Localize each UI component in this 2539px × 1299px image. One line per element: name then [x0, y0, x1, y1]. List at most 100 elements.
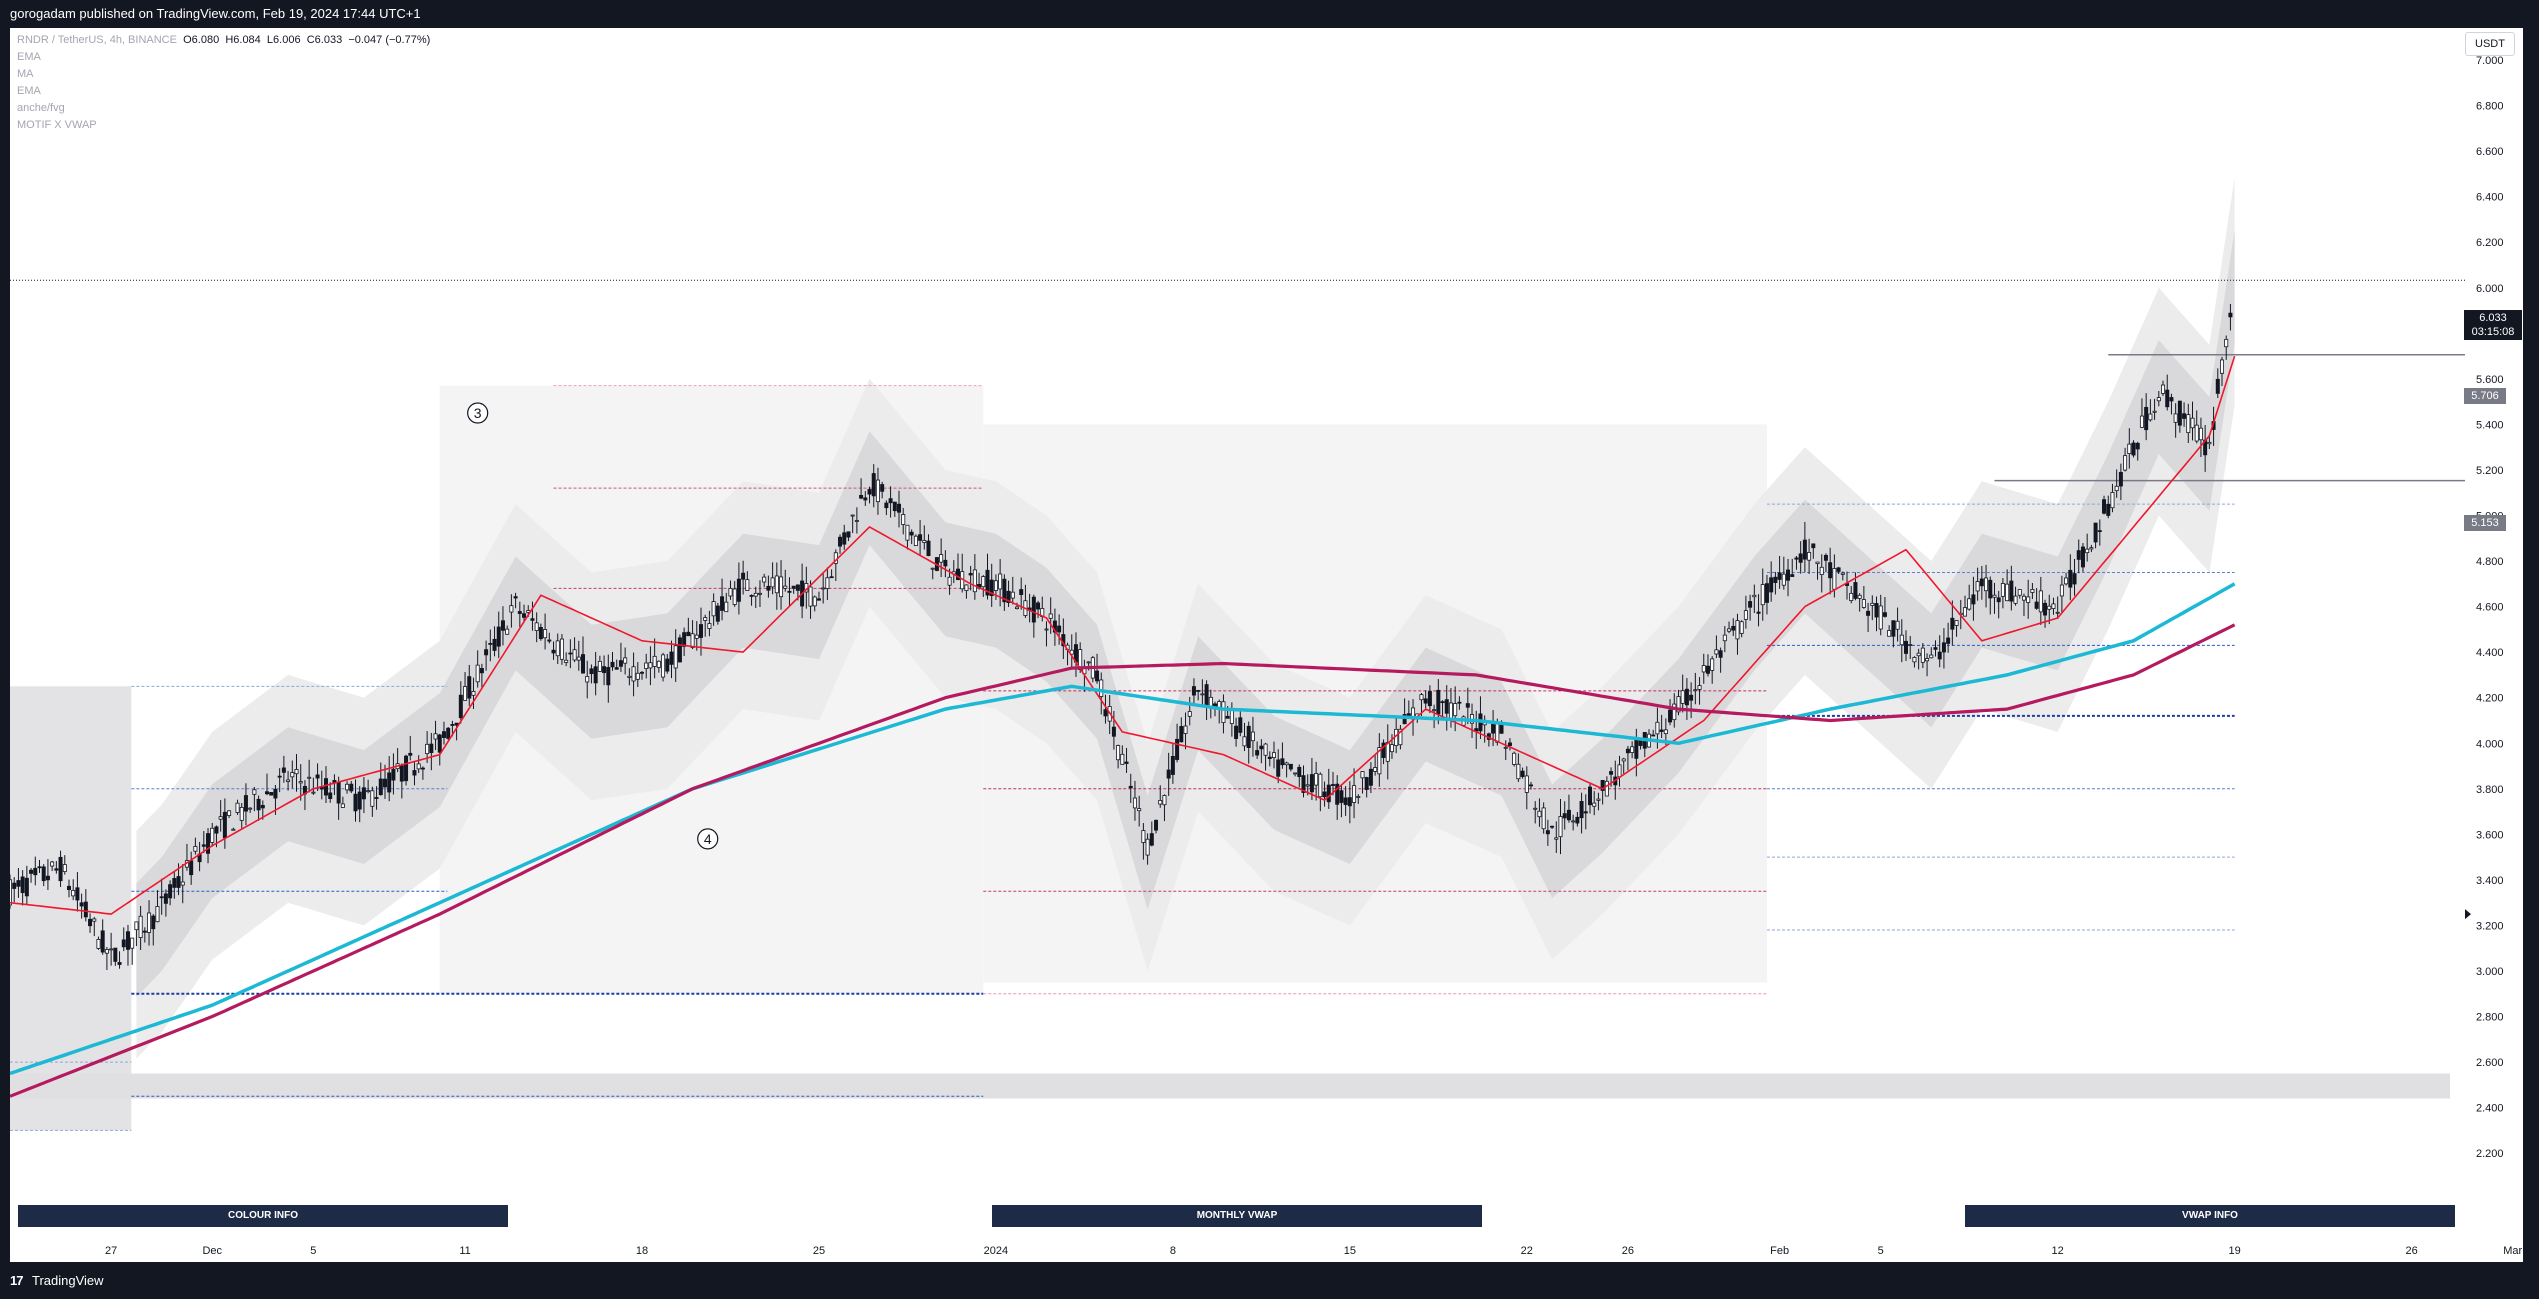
candle-body — [631, 666, 636, 682]
candle-body — [1246, 725, 1251, 748]
candle-body — [812, 596, 817, 607]
vwap-levels — [10, 279, 2465, 1131]
candle-body — [231, 828, 236, 831]
candle-body — [1625, 748, 1630, 754]
price-axis-tick-label: 4.800 — [2476, 556, 2504, 568]
high-label: H — [225, 34, 234, 46]
candle-body — [433, 733, 438, 740]
candle-body — [749, 595, 754, 597]
candle-body — [1250, 731, 1255, 742]
candle-body — [2139, 415, 2144, 428]
candle-body — [2148, 413, 2153, 421]
candle-body — [698, 624, 703, 638]
symbol-info[interactable]: RNDR / TetherUS, 4h, BINANCE — [17, 34, 177, 46]
price-axis-tick-label: 3.400 — [2476, 875, 2504, 887]
candle-body — [1044, 628, 1049, 631]
candle-body — [1984, 577, 1989, 592]
indicator-anche-fvg[interactable]: anche/fvg — [17, 102, 65, 114]
candle-body — [345, 783, 350, 791]
candle-body — [391, 768, 396, 781]
indicator-motif-vwap[interactable]: MOTIF X VWAP — [17, 119, 97, 131]
candle-body — [871, 473, 876, 497]
indicator-ema-1[interactable]: EMA — [17, 51, 41, 63]
candle-body — [998, 573, 1003, 590]
candle-body — [972, 569, 977, 593]
candle-body — [1663, 729, 1668, 735]
candle-body — [1630, 746, 1635, 753]
candle-body — [484, 649, 489, 656]
candle-body — [58, 856, 63, 882]
candle-body — [1503, 746, 1508, 749]
candle-body — [1941, 642, 1946, 653]
candle-body — [2177, 400, 2182, 426]
footer-brand[interactable]: TradingView — [32, 1273, 104, 1288]
candle-body — [1693, 689, 1698, 692]
candle-body — [210, 827, 215, 843]
time-axis-tick-label: 2024 — [984, 1245, 1008, 1257]
candle-body — [1533, 807, 1538, 810]
candle-body — [1933, 647, 1938, 650]
candle-body — [1954, 620, 1959, 626]
candle-body — [273, 788, 278, 799]
candle-body — [1095, 670, 1100, 682]
candle-body — [1634, 740, 1639, 759]
candle-body — [1764, 583, 1769, 603]
candle-body — [1326, 784, 1331, 803]
vwap-band-inner — [136, 230, 2235, 998]
candle-body — [1427, 691, 1432, 707]
candle-body — [277, 775, 282, 778]
tradingview-logo-icon[interactable]: 17 — [10, 1273, 24, 1288]
candle-body — [602, 666, 607, 674]
candle-body — [2123, 455, 2128, 471]
candle-body — [1335, 783, 1340, 805]
price-axis-tick-label: 2.800 — [2476, 1012, 2504, 1024]
candle-body — [947, 576, 952, 586]
candle-body — [256, 798, 261, 811]
currency-selector[interactable]: USDT — [2465, 32, 2515, 56]
candle-body — [585, 675, 590, 683]
candle-body — [1120, 753, 1125, 765]
chart-canvas[interactable]: 7.0006.8006.6006.4006.2006.0005.8005.600… — [10, 28, 2523, 1262]
scroll-right-icon[interactable] — [2465, 909, 2471, 920]
candle-body — [745, 579, 750, 592]
candle-body — [2144, 406, 2149, 431]
candle-body — [2093, 522, 2098, 543]
candle-body — [1773, 576, 1778, 584]
candle-body — [1419, 694, 1424, 701]
time-axis-tick-label: 19 — [2229, 1245, 2241, 1257]
candle-body — [479, 668, 484, 674]
candle-body — [1857, 594, 1862, 599]
candle-body — [1389, 744, 1394, 753]
candle-body — [593, 666, 598, 684]
candle-body — [201, 844, 206, 847]
candle-body — [665, 658, 670, 672]
candle-body — [151, 915, 156, 930]
published-header: gorogadam published on TradingView.com, … — [0, 0, 2539, 28]
candle-body — [538, 627, 543, 640]
candle-body — [1962, 607, 1967, 617]
candle-body — [71, 890, 76, 897]
candle-body — [1402, 714, 1407, 725]
price-axis: 7.0006.8006.6006.4006.2006.0005.8005.600… — [2465, 55, 2504, 1160]
candle-body — [408, 752, 413, 756]
candle-body — [378, 778, 383, 796]
chart-frame[interactable]: 7.0006.8006.6006.4006.2006.0005.8005.600… — [10, 28, 2523, 1262]
candle-body — [1520, 770, 1525, 777]
candle-body — [623, 657, 628, 664]
indicator-ema-2[interactable]: EMA — [17, 85, 41, 97]
candle-body — [1006, 590, 1011, 603]
candle-body — [1229, 710, 1234, 724]
value-area-strip — [10, 1073, 2450, 1099]
candle-body — [1457, 701, 1462, 704]
candle-body — [1010, 591, 1015, 599]
candle-body — [2131, 442, 2136, 456]
candle-body — [109, 948, 114, 951]
candle-body — [269, 792, 274, 796]
candle-body — [850, 514, 855, 517]
candle-body — [1137, 808, 1142, 812]
candle-body — [1141, 830, 1146, 843]
indicator-ma[interactable]: MA — [17, 68, 34, 80]
candle-body — [1802, 539, 1807, 560]
candle-body — [2021, 595, 2026, 601]
candle-body — [838, 536, 843, 547]
